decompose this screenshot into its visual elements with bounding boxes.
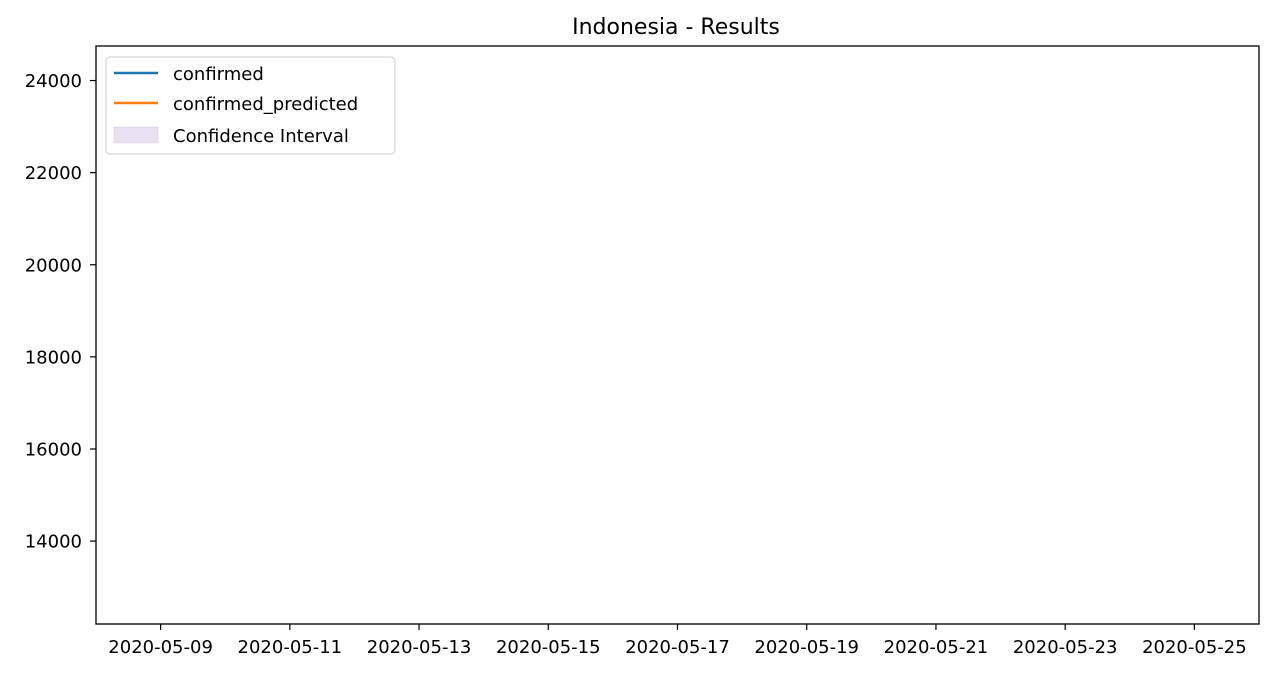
x-tick-label: 2020-05-23: [1013, 637, 1118, 658]
legend-label-confidence-interval: Confidence Interval: [173, 126, 349, 147]
y-tick-label: 16000: [25, 439, 82, 460]
y-axis: 14000 16000 18000 20000 22000 24000: [25, 71, 96, 553]
y-tick-label: 22000: [25, 163, 82, 184]
y-tick-label: 20000: [25, 255, 82, 276]
legend-swatch-confidence-interval: [113, 126, 159, 144]
x-tick-label: 2020-05-21: [884, 637, 989, 658]
x-tick-label: 2020-05-17: [625, 637, 730, 658]
y-tick-label: 24000: [25, 71, 82, 92]
x-tick-label: 2020-05-25: [1142, 637, 1247, 658]
legend-label-confirmed-predicted: confirmed_predicted: [173, 94, 358, 115]
chart-title: Indonesia - Results: [572, 15, 780, 40]
legend-frame: [105, 56, 396, 155]
x-tick-label: 2020-05-19: [754, 637, 859, 658]
legend: confirmed confirmed_predicted Confidence…: [105, 56, 396, 155]
x-axis: 2020-05-09 2020-05-11 2020-05-13 2020-05-15…: [108, 624, 1247, 658]
y-tick-label: 14000: [25, 532, 82, 553]
x-tick-label: 2020-05-13: [367, 637, 472, 658]
x-tick-label: 2020-05-15: [496, 637, 601, 658]
y-tick-label: 18000: [25, 347, 82, 368]
legend-label-confirmed: confirmed: [173, 64, 264, 85]
x-tick-label: 2020-05-09: [108, 637, 213, 658]
x-tick-label: 2020-05-11: [238, 637, 343, 658]
